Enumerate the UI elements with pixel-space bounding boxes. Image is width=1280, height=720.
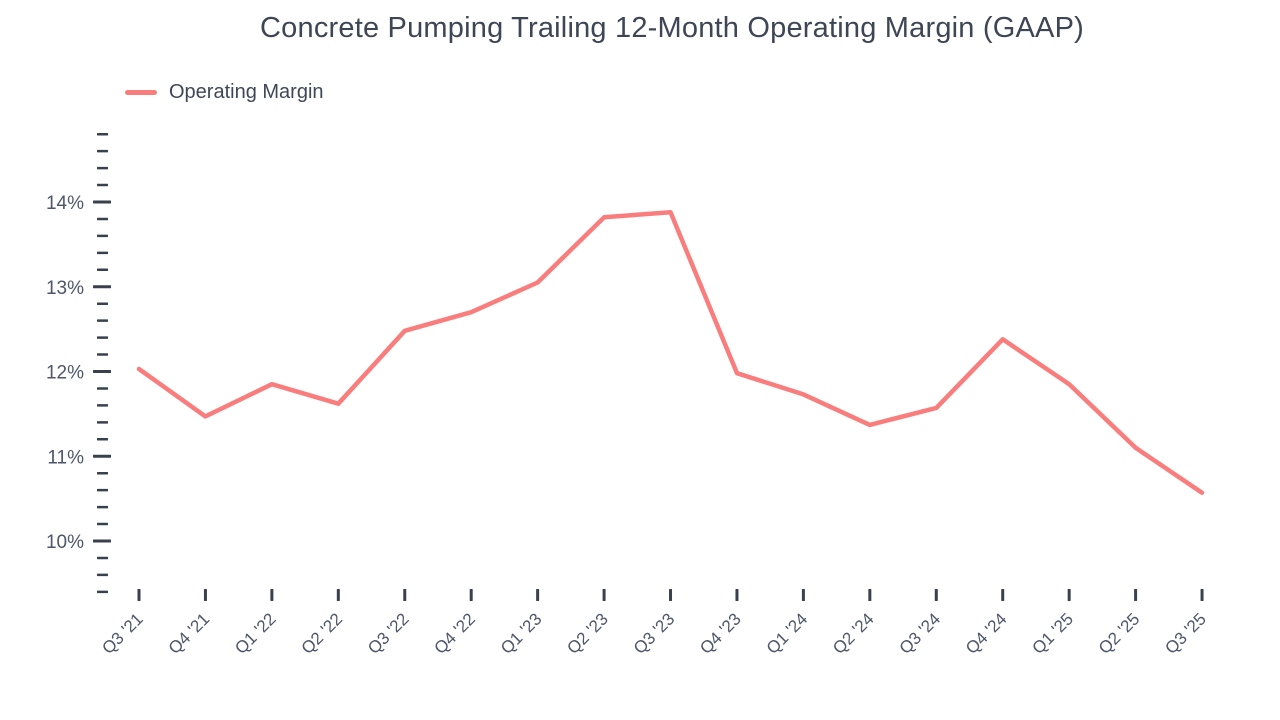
y-major-tick bbox=[93, 370, 111, 373]
y-minor-tick bbox=[97, 336, 108, 339]
y-minor-tick bbox=[97, 132, 108, 136]
x-tick bbox=[1067, 589, 1071, 601]
x-axis-label: Q3 '22 bbox=[364, 609, 412, 657]
y-minor-tick bbox=[97, 149, 108, 153]
y-axis: 10% 11% 12% 13% 14% bbox=[46, 132, 111, 594]
y-axis-label: 10% bbox=[46, 532, 84, 553]
legend-label: Operating Margin bbox=[169, 80, 324, 103]
operating-margin-line bbox=[136, 209, 1205, 495]
x-tick bbox=[536, 589, 540, 601]
y-axis-label: 14% bbox=[46, 193, 84, 214]
x-axis-label: Q3 '24 bbox=[896, 609, 944, 657]
x-tick bbox=[1200, 589, 1204, 601]
x-tick bbox=[203, 589, 207, 601]
y-minor-tick bbox=[97, 234, 108, 238]
y-major-tick bbox=[93, 454, 111, 458]
y-minor-tick bbox=[97, 421, 108, 424]
x-tick bbox=[602, 589, 606, 601]
x-axis-label: Q4 '24 bbox=[962, 609, 1010, 657]
x-axis-label: Q1 '24 bbox=[763, 609, 811, 657]
series-group bbox=[136, 209, 1205, 495]
y-major-tick bbox=[93, 539, 111, 543]
y-minor-tick bbox=[97, 387, 108, 390]
legend: Operating Margin bbox=[125, 79, 324, 105]
y-axis-label: 13% bbox=[46, 278, 84, 299]
y-major-tick bbox=[93, 200, 111, 204]
y-minor-tick bbox=[97, 302, 108, 305]
x-axis-label: Q2 '24 bbox=[829, 609, 877, 657]
x-tick bbox=[469, 589, 473, 601]
y-minor-tick bbox=[97, 404, 108, 407]
y-major-tick bbox=[93, 285, 111, 289]
x-axis-label: Q1 '22 bbox=[231, 609, 279, 657]
x-tick bbox=[1134, 589, 1138, 601]
x-axis-label: Q3 '23 bbox=[630, 609, 678, 657]
y-minor-tick bbox=[97, 251, 108, 255]
x-tick bbox=[336, 589, 340, 601]
x-tick bbox=[137, 589, 141, 601]
y-minor-tick bbox=[97, 590, 108, 594]
x-axis-label: Q3 '21 bbox=[98, 609, 146, 657]
x-tick bbox=[735, 589, 739, 601]
y-minor-tick bbox=[97, 183, 108, 187]
x-axis-label: Q2 '25 bbox=[1095, 609, 1143, 657]
x-axis-label: Q3 '25 bbox=[1161, 609, 1209, 657]
x-axis-label: Q4 '23 bbox=[696, 609, 744, 657]
y-minor-tick bbox=[97, 438, 108, 441]
y-minor-tick bbox=[97, 471, 108, 475]
y-minor-tick bbox=[97, 268, 108, 272]
x-axis-label: Q2 '23 bbox=[563, 609, 611, 657]
y-minor-tick bbox=[97, 166, 108, 170]
x-axis-label: Q1 '25 bbox=[1029, 609, 1077, 657]
y-axis-label: 12% bbox=[46, 363, 84, 384]
x-axis: Q3 '21 Q4 '21 Q1 '22 Q2 '22 Q3 '22 Q4 '22 Q1 '… bbox=[98, 589, 1210, 658]
y-minor-tick bbox=[97, 505, 108, 509]
x-axis-label: Q4 '22 bbox=[431, 609, 479, 657]
x-axis-label: Q1 '23 bbox=[497, 609, 545, 657]
y-minor-tick bbox=[97, 522, 108, 526]
y-minor-tick bbox=[97, 488, 108, 492]
x-tick bbox=[403, 589, 407, 601]
x-tick bbox=[868, 589, 872, 601]
y-minor-tick bbox=[97, 573, 108, 577]
x-tick bbox=[801, 589, 805, 601]
legend-line-swatch bbox=[125, 89, 157, 95]
x-axis-label: Q2 '22 bbox=[298, 609, 346, 657]
y-minor-tick bbox=[97, 217, 108, 221]
x-tick bbox=[1001, 589, 1005, 601]
y-axis-label: 11% bbox=[47, 447, 84, 468]
y-minor-tick bbox=[97, 556, 108, 560]
y-minor-tick bbox=[97, 319, 108, 322]
x-tick bbox=[669, 589, 673, 601]
x-tick bbox=[270, 589, 274, 601]
chart-title: Concrete Pumping Trailing 12-Month Opera… bbox=[260, 12, 1084, 44]
y-minor-tick bbox=[97, 353, 108, 356]
x-axis-label: Q4 '21 bbox=[165, 609, 213, 657]
x-tick bbox=[934, 589, 938, 601]
